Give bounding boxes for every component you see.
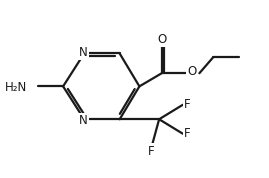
Text: O: O xyxy=(187,65,197,78)
Text: F: F xyxy=(184,98,191,111)
Text: N: N xyxy=(79,114,87,127)
Text: F: F xyxy=(148,145,155,158)
Text: F: F xyxy=(184,127,191,140)
Text: O: O xyxy=(157,33,167,46)
Text: H₂N: H₂N xyxy=(5,81,28,94)
Text: N: N xyxy=(79,46,87,59)
